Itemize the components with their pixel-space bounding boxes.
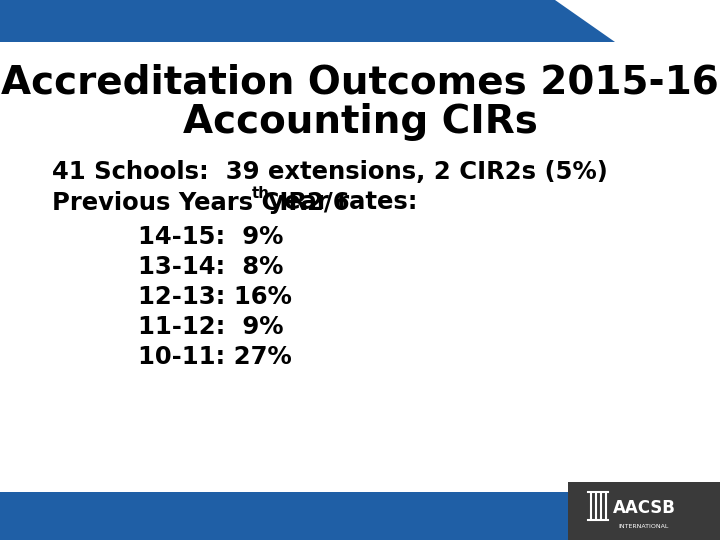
Text: year rates:: year rates: [261,190,418,214]
Text: 41 Schools:  39 extensions, 2 CIR2s (5%): 41 Schools: 39 extensions, 2 CIR2s (5%) [52,160,608,184]
Text: 12-13: 16%: 12-13: 16% [138,285,292,309]
Text: Accreditation Outcomes 2015-16: Accreditation Outcomes 2015-16 [1,63,719,101]
Text: th: th [251,186,269,201]
Text: 11-12:  9%: 11-12: 9% [138,315,284,339]
Text: 10-11: 27%: 10-11: 27% [138,345,292,369]
Text: Accounting CIRs: Accounting CIRs [183,103,537,141]
Polygon shape [0,492,675,540]
Text: INTERNATIONAL: INTERNATIONAL [618,523,669,529]
Text: 13-14:  8%: 13-14: 8% [138,255,284,279]
Text: AACSB: AACSB [613,499,675,517]
Text: 14-15:  9%: 14-15: 9% [138,225,284,249]
Polygon shape [0,0,615,42]
Bar [568,482,720,540]
Text: Previous Years CIR2/6: Previous Years CIR2/6 [52,190,350,214]
